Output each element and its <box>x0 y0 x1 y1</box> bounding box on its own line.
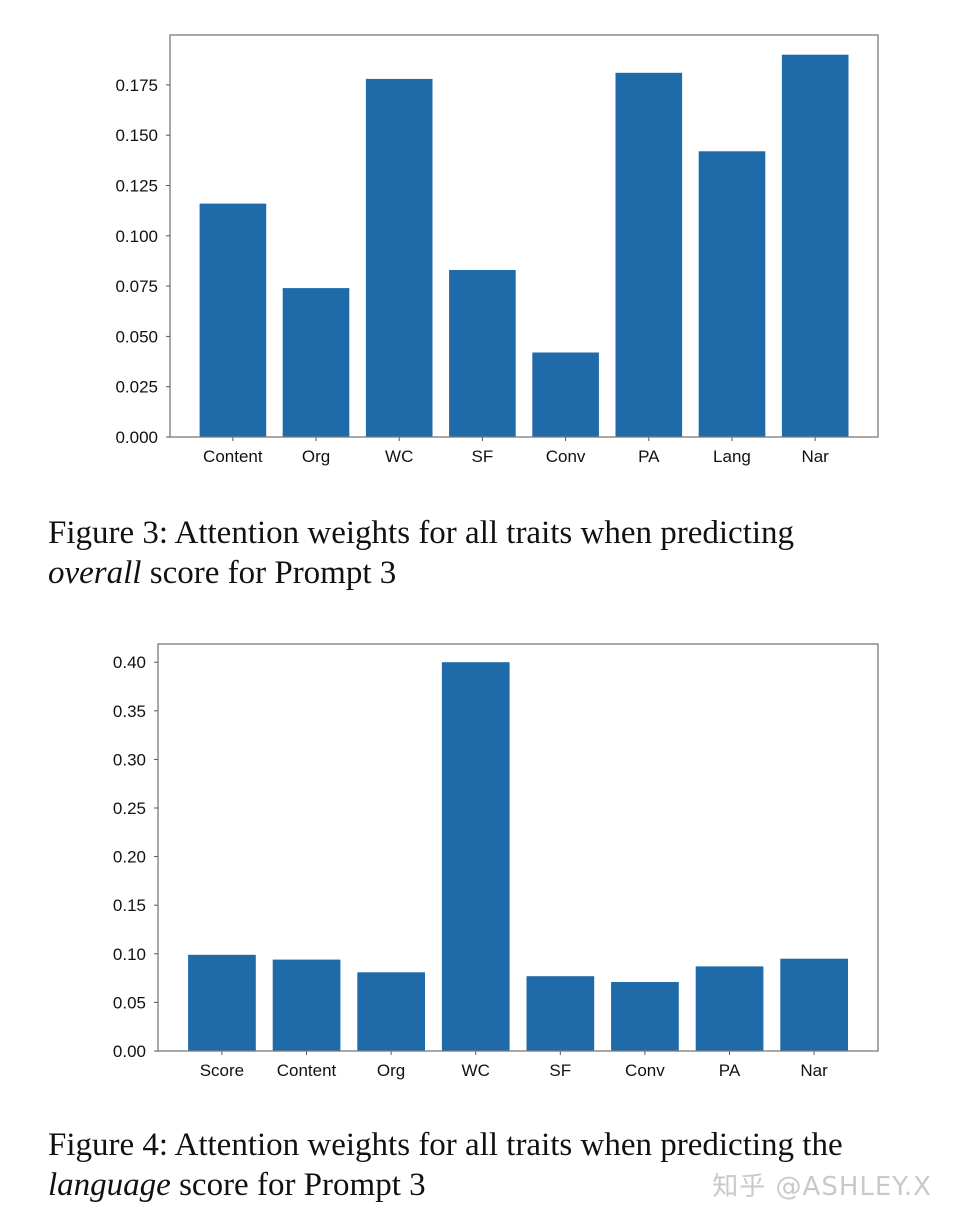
x-tick-label: Nar <box>800 1061 828 1080</box>
x-tick-label: SF <box>549 1061 571 1080</box>
caption-text: score for Prompt 3 <box>170 1167 426 1203</box>
y-tick-label: 0.025 <box>115 378 158 397</box>
figure-3-chart: Content Org WC SF Conv PA Lang Nar 0.000 0.025 0.0… <box>0 0 954 480</box>
watermark: 知乎 @ASHLEY.X <box>712 1172 932 1202</box>
plot-frame <box>157 643 879 1052</box>
bar-content <box>199 203 267 437</box>
x-tick-label: PA <box>719 1061 741 1080</box>
y-tick-label: 0.10 <box>113 945 146 964</box>
bar-conv <box>611 982 679 1051</box>
x-tick-label: WC <box>462 1061 490 1080</box>
y-tick-label: 0.050 <box>115 327 158 346</box>
bar-org <box>357 972 425 1051</box>
bar-content <box>272 959 341 1051</box>
bar-score <box>188 954 256 1051</box>
bar-nar <box>780 958 848 1051</box>
bar-wc <box>365 78 433 438</box>
x-tick-label: Conv <box>546 447 586 466</box>
x-tick-label: Conv <box>625 1061 665 1080</box>
bar-sf <box>449 270 516 437</box>
bar-nar <box>781 54 849 437</box>
x-tick-label: Org <box>377 1061 405 1080</box>
caption-text: Figure 4: Attention weights for all trai… <box>48 1127 843 1163</box>
caption-italic-term: language <box>48 1167 171 1203</box>
y-tick-label: 0.00 <box>113 1042 146 1061</box>
x-tick-label: SF <box>472 447 494 466</box>
caption-text: Figure 3: Attention weights for all trai… <box>48 515 795 551</box>
bar-sf <box>526 976 595 1051</box>
bar-chart-language: Score Content Org WC SF Conv PA Nar 0.00 0.05 0.10… <box>113 643 879 1080</box>
bar-pa <box>615 72 683 438</box>
y-tick-label: 0.25 <box>113 799 146 818</box>
y-tick-label: 0.05 <box>113 993 146 1012</box>
figure-4-chart: Score Content Org WC SF Conv PA Nar 0.00 0.05 0.10… <box>0 610 954 1090</box>
caption-text: score for Prompt 3 <box>141 555 397 591</box>
figure-4-caption: Figure 4: Attention weights for all trai… <box>48 1125 926 1205</box>
x-tick-label: Content <box>203 447 263 466</box>
plot-frame <box>169 34 879 438</box>
bar-wc <box>441 662 510 1051</box>
x-tick-label: Score <box>200 1061 244 1080</box>
y-tick-label: 0.20 <box>113 848 146 867</box>
bar-pa <box>695 966 764 1051</box>
bar-chart-overall: Content Org WC SF Conv PA Lang Nar 0.000 0.025 0.0… <box>115 34 879 466</box>
y-tick-label: 0.075 <box>115 277 158 296</box>
y-tick-label: 0.125 <box>115 177 158 196</box>
bar-conv <box>532 352 599 437</box>
x-tick-label: Nar <box>801 447 829 466</box>
x-tick-label: WC <box>385 447 413 466</box>
x-tick-label: Org <box>302 447 330 466</box>
y-tick-label: 0.30 <box>113 750 146 769</box>
figure-3-caption: Figure 3: Attention weights for all trai… <box>48 513 926 593</box>
bar-lang <box>698 151 766 438</box>
x-tick-label: Content <box>277 1061 337 1080</box>
y-tick-label: 0.000 <box>115 428 158 447</box>
y-tick-label: 0.100 <box>115 227 158 246</box>
bar-org <box>282 288 350 437</box>
y-tick-label: 0.40 <box>113 653 146 672</box>
caption-italic-term: overall <box>48 555 142 591</box>
x-tick-label: Lang <box>713 447 751 466</box>
x-tick-label: PA <box>638 447 660 466</box>
y-tick-label: 0.35 <box>113 702 146 721</box>
y-tick-label: 0.150 <box>115 126 158 145</box>
y-tick-label: 0.15 <box>113 896 146 915</box>
y-tick-label: 0.175 <box>115 76 158 95</box>
